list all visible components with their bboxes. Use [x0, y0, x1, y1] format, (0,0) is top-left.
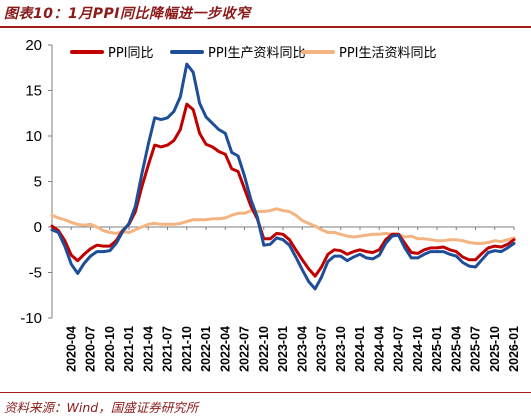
- x-tick-label: 2020-04: [64, 326, 78, 372]
- series-line-1: [50, 102, 516, 278]
- y-tick-label: 15: [25, 83, 42, 100]
- x-tick-label: 2022-04: [218, 326, 232, 372]
- x-tick-label: 2022-07: [238, 326, 252, 372]
- legend-label-2: PPI生产资料同比: [208, 46, 306, 61]
- series-line-3: [50, 207, 516, 245]
- legend-label-1: PPI同比: [108, 46, 154, 61]
- source-note: 资料来源：Wind，国盛证券研究所: [4, 400, 199, 415]
- x-tick-label: 2023-01: [276, 326, 290, 372]
- x-tick-label: 2023-10: [334, 326, 348, 372]
- x-tick-label: 2024-01: [353, 326, 367, 372]
- x-tick-label: 2021-07: [161, 326, 175, 372]
- y-tick-label: 5: [34, 174, 42, 191]
- x-tick-label: 2021-10: [180, 326, 194, 372]
- x-tick-label: 2024-10: [411, 326, 425, 372]
- x-tick-label: 2023-07: [315, 326, 329, 372]
- x-tick-label: 2022-10: [257, 326, 271, 372]
- x-tick-label: 2025-07: [469, 326, 483, 372]
- x-tick-label: 2022-01: [199, 326, 213, 372]
- series-line-2: [50, 62, 516, 291]
- x-tick-label: 2025-10: [488, 326, 502, 372]
- legend-label-3: PPI生活资料同比: [339, 46, 437, 61]
- x-tick-label: 2026-01: [507, 326, 521, 372]
- x-tick-label: 2020-10: [103, 326, 117, 372]
- x-tick-label: 2021-04: [141, 326, 155, 372]
- x-tick-label: 2024-07: [392, 326, 406, 372]
- figure-title: 图表10：1月PPI同比降幅进一步收窄: [4, 6, 251, 22]
- x-tick-label: 2024-04: [372, 326, 386, 372]
- x-tick-label: 2023-04: [295, 326, 309, 372]
- y-tick-label: 0: [34, 219, 42, 236]
- source-rule: [0, 392, 531, 393]
- y-tick-label: -10: [20, 310, 42, 327]
- x-tick-label: 2021-01: [122, 326, 136, 372]
- y-tick-label: 20: [25, 37, 42, 54]
- title-rule: [0, 26, 531, 28]
- y-tick-label: 10: [25, 128, 42, 145]
- line-chart: -10 -5 0 5 10 15 20 2020-04 2020-07 2020-10 2021-0…: [20, 37, 521, 372]
- y-tick-label: -5: [29, 265, 42, 282]
- x-tick-label: 2025-04: [449, 326, 463, 372]
- x-tick-label: 2020-07: [84, 326, 98, 372]
- x-tick-label: 2025-01: [430, 326, 444, 372]
